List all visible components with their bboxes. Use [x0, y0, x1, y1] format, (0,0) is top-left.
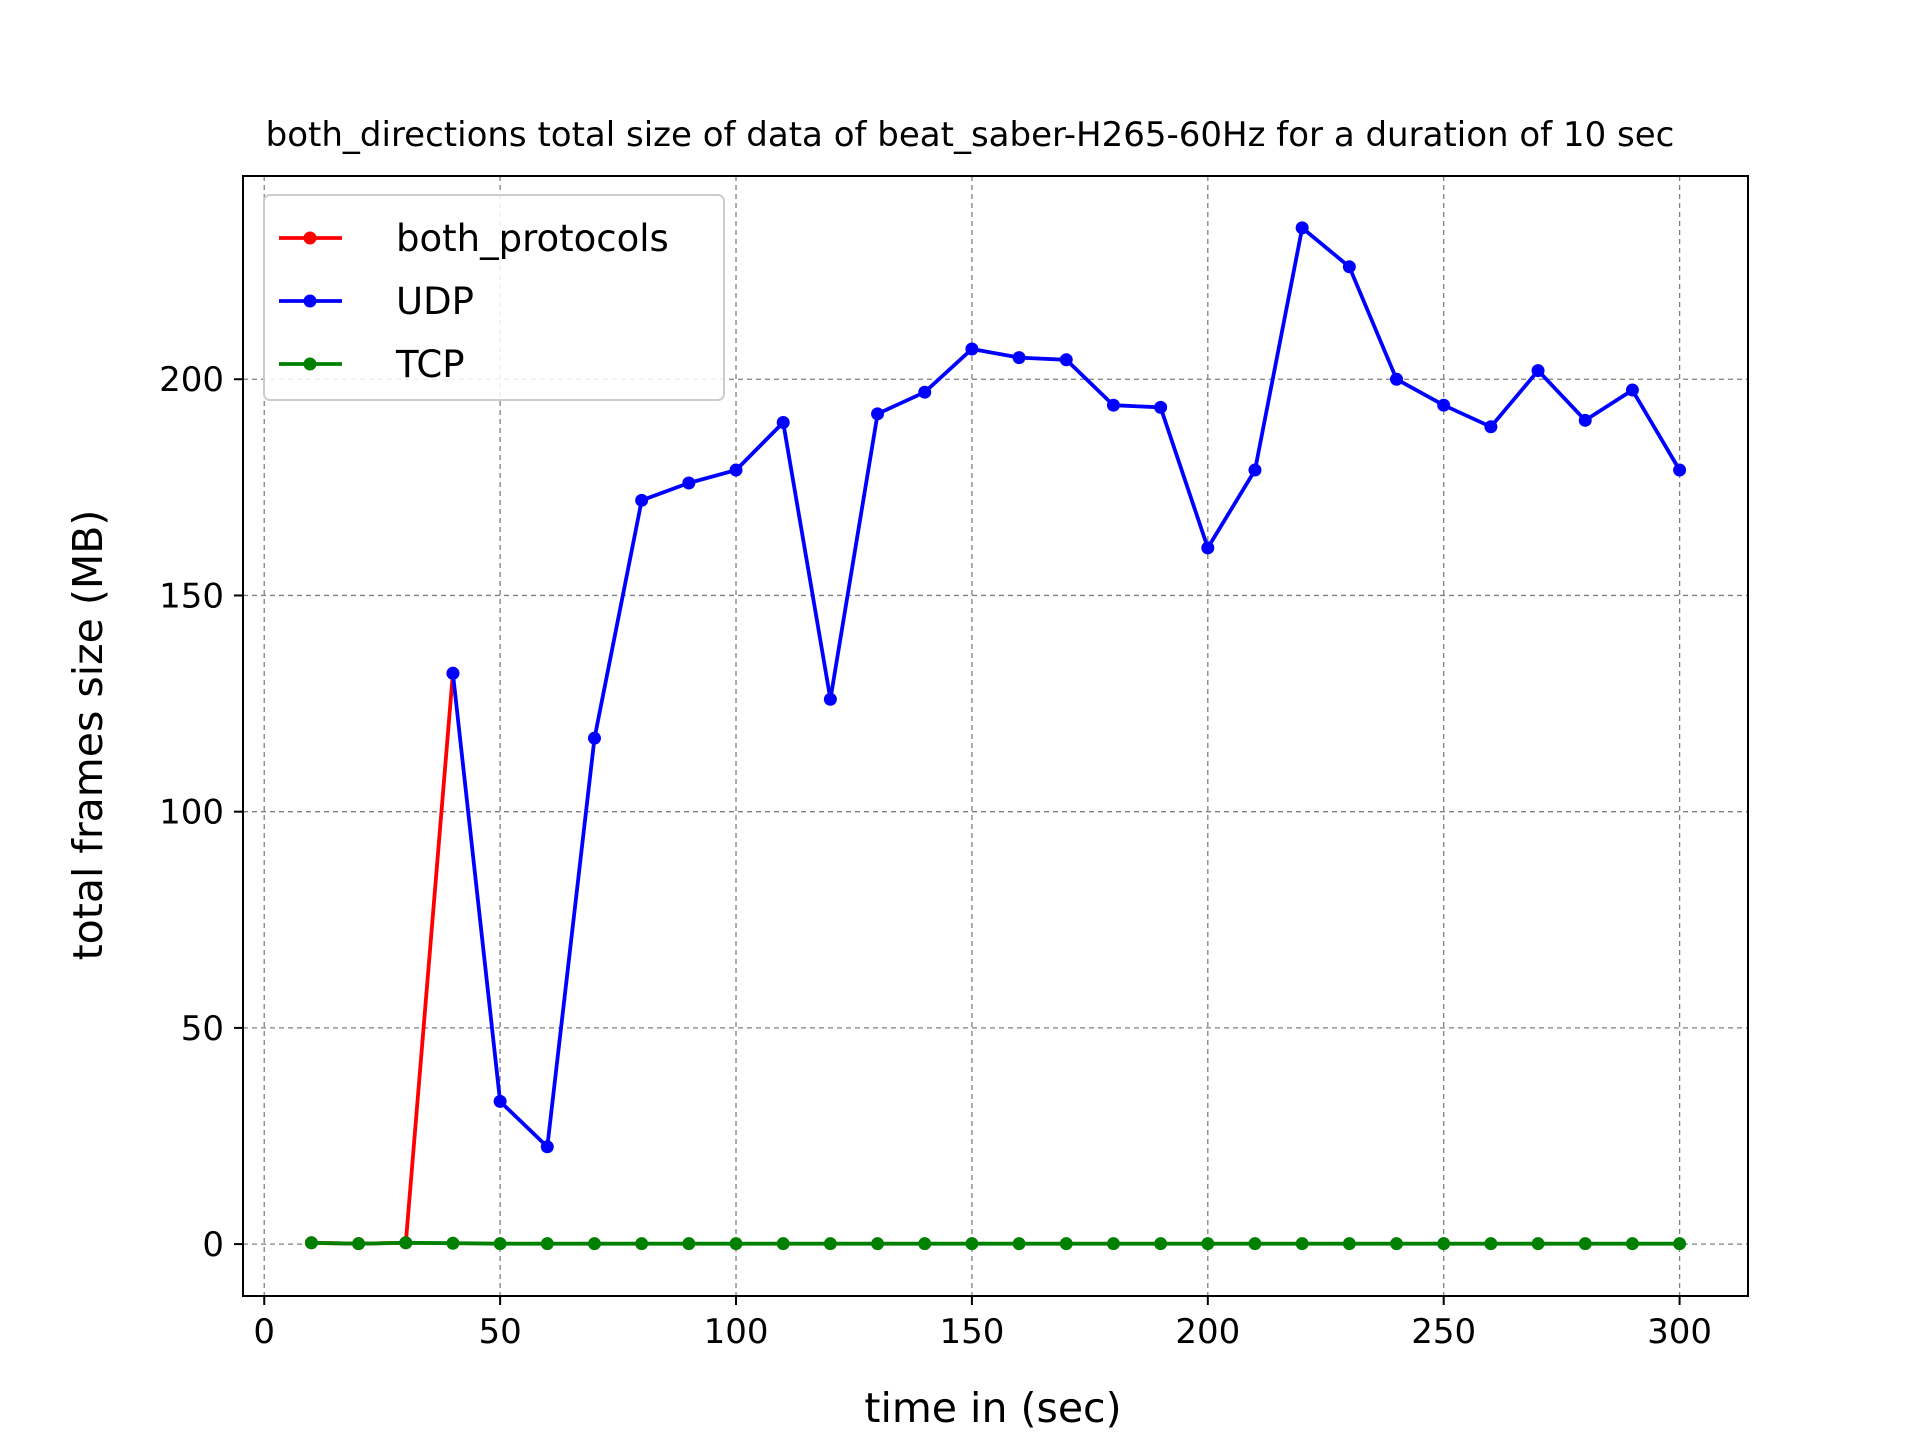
data-point — [1625, 383, 1639, 397]
data-point — [304, 1236, 318, 1250]
data-point — [1625, 1237, 1639, 1251]
data-point — [1342, 260, 1356, 274]
x-tick-label: 250 — [1411, 1312, 1476, 1352]
chart-title: both_directions total size of data of be… — [266, 115, 1675, 155]
data-point — [399, 1236, 413, 1250]
data-point — [1673, 1237, 1687, 1251]
data-point — [540, 1140, 554, 1154]
plot-frame — [242, 175, 1749, 1297]
data-point — [1578, 413, 1592, 427]
data-point — [1531, 1237, 1545, 1251]
data-point — [1012, 351, 1026, 365]
x-axis-label: time in (sec) — [864, 1384, 1121, 1432]
y-tick-label: 50 — [181, 1009, 224, 1049]
series-line-both-protocols — [311, 673, 455, 1246]
data-point — [1673, 463, 1687, 477]
legend-marker — [303, 357, 317, 371]
legend: both_protocols UDP TCP — [263, 194, 725, 401]
data-point — [1578, 1237, 1592, 1251]
legend-box — [263, 194, 725, 401]
data-point — [776, 1237, 790, 1251]
series-group — [304, 221, 1687, 1251]
data-point — [965, 342, 979, 356]
data-point — [493, 1237, 507, 1251]
legend-marker — [303, 294, 317, 308]
data-point — [1012, 1237, 1026, 1251]
data-point — [965, 1237, 979, 1251]
data-point — [1201, 541, 1215, 555]
data-point — [1154, 1237, 1168, 1251]
legend-label: both_protocols — [396, 217, 669, 260]
legend-label: TCP — [395, 343, 465, 386]
axis-ticks: 0 50 100 150 200 250 300 0 50 100 150 200 — [159, 360, 1712, 1352]
data-point — [1484, 420, 1498, 434]
data-point — [446, 666, 460, 680]
data-point — [1437, 398, 1451, 412]
data-point — [1059, 353, 1073, 367]
y-tick-label: 0 — [202, 1225, 224, 1265]
x-tick-label: 100 — [704, 1312, 769, 1352]
legend-label: UDP — [396, 280, 474, 323]
data-point — [493, 1094, 507, 1108]
series-line-tcp — [311, 1240, 1680, 1246]
data-point — [587, 731, 601, 745]
x-tick-label: 50 — [478, 1312, 521, 1352]
data-point — [871, 407, 885, 421]
data-point — [682, 1237, 696, 1251]
data-point — [1106, 398, 1120, 412]
data-point — [1106, 1237, 1120, 1251]
x-tick-label: 0 — [253, 1312, 275, 1352]
data-point — [1390, 1237, 1404, 1251]
data-point — [823, 692, 837, 706]
data-point — [635, 493, 649, 507]
data-point — [918, 1237, 932, 1251]
legend-marker — [303, 231, 317, 245]
data-point — [1390, 372, 1404, 386]
x-tick-label: 300 — [1647, 1312, 1712, 1352]
data-point — [1248, 463, 1262, 477]
data-point — [1295, 221, 1309, 235]
data-point — [1154, 400, 1168, 414]
data-point — [1437, 1237, 1451, 1251]
data-point — [1201, 1237, 1215, 1251]
data-point — [1295, 1237, 1309, 1251]
data-point — [540, 1237, 554, 1251]
data-point — [446, 1236, 460, 1250]
y-tick-label: 200 — [159, 360, 224, 400]
data-point — [352, 1237, 366, 1251]
data-point — [635, 1237, 649, 1251]
data-point — [682, 476, 696, 490]
data-point — [729, 463, 743, 477]
data-point — [871, 1237, 885, 1251]
data-point — [1531, 364, 1545, 378]
data-point — [1059, 1237, 1073, 1251]
data-point — [587, 1237, 601, 1251]
x-tick-label: 200 — [1175, 1312, 1240, 1352]
y-tick-label: 100 — [159, 793, 224, 833]
data-point — [1484, 1237, 1498, 1251]
y-tick-label: 150 — [159, 576, 224, 616]
data-point — [1248, 1237, 1262, 1251]
y-axis-label: total frames size (MB) — [64, 510, 112, 961]
x-tick-label: 150 — [939, 1312, 1004, 1352]
data-point — [776, 415, 790, 429]
data-point — [729, 1237, 743, 1251]
data-point — [918, 385, 932, 399]
data-point — [1342, 1237, 1356, 1251]
data-point — [823, 1237, 837, 1251]
